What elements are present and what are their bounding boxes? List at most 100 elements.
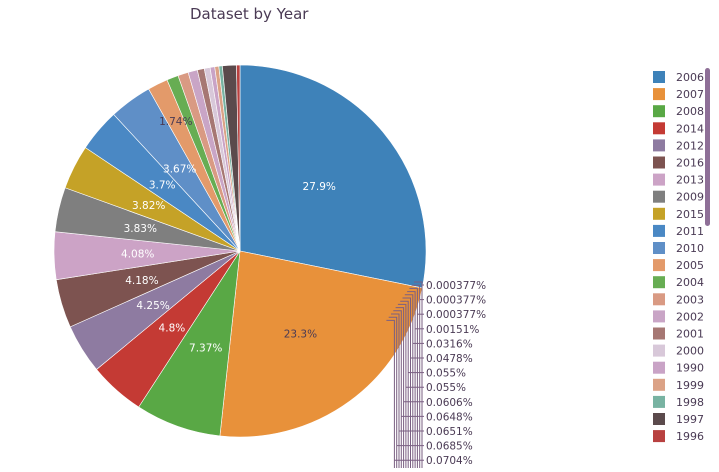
- legend-swatch: [653, 173, 665, 186]
- legend-label: 2008: [676, 105, 704, 118]
- legend-swatch: [653, 122, 665, 135]
- leader-line: [407, 291, 416, 468]
- legend-item-2006[interactable]: 2006: [653, 71, 704, 84]
- legend-label: 2015: [676, 208, 704, 221]
- legend-swatch: [653, 310, 665, 323]
- legend-label: 2007: [676, 88, 704, 101]
- legend-item-1998[interactable]: 1998: [653, 395, 704, 409]
- pie-slices: [53, 64, 427, 438]
- legend-swatch: [653, 207, 665, 220]
- legend-swatch: [653, 430, 665, 443]
- slice-label-2013: 4.08%: [121, 249, 154, 261]
- legend-item-2003[interactable]: 2003: [653, 293, 704, 306]
- legend-item-1990[interactable]: 1990: [653, 361, 704, 375]
- legend-swatch: [653, 242, 665, 254]
- legend-item-2016[interactable]: 2016: [653, 156, 704, 170]
- legend-swatch: [653, 327, 665, 340]
- legend-label: 2002: [676, 310, 704, 323]
- slice-label-2007: 23.3%: [284, 329, 317, 341]
- slice-label-2012: 4.25%: [136, 300, 169, 312]
- legend-swatch: [653, 276, 665, 289]
- legend-label: 1990: [676, 362, 704, 375]
- legend-swatch: [653, 71, 665, 83]
- legend-item-1997[interactable]: 1997: [653, 413, 704, 426]
- slice-label-2016: 4.18%: [125, 275, 158, 287]
- chart-title: Dataset by Year: [190, 5, 309, 23]
- legend[interactable]: 2006 2007 2008 2014 2012 2016 2013 2009 2015 2011…: [653, 71, 704, 443]
- legend-item-2004[interactable]: 2004: [653, 276, 704, 289]
- outside-label: 0.055%: [426, 368, 466, 380]
- slice-label-2009: 3.83%: [124, 223, 157, 235]
- slice-label-2014: 4.8%: [159, 322, 186, 334]
- legend-swatch: [653, 259, 665, 272]
- outside-label: 0.0651%: [426, 426, 473, 438]
- pie-slice-2006[interactable]: [239, 64, 427, 289]
- outside-label: 0.0648%: [426, 411, 473, 423]
- leader-line: [397, 303, 407, 468]
- slice-label-2008: 7.37%: [189, 342, 222, 354]
- leader-line: [404, 294, 414, 468]
- legend-label: 2014: [676, 122, 704, 135]
- pie-slice-1996[interactable]: [236, 64, 241, 252]
- legend-label: 2004: [676, 276, 704, 289]
- legend-label: 2005: [676, 259, 704, 272]
- legend-label: 2013: [676, 174, 704, 187]
- legend-item-2013[interactable]: 2013: [653, 173, 704, 187]
- legend-swatch: [653, 413, 665, 425]
- slice-label-2005: 1.74%: [159, 116, 192, 128]
- leader-line: [395, 307, 405, 468]
- outside-label: 0.0685%: [426, 441, 473, 453]
- outside-label: 0.0606%: [426, 397, 473, 409]
- leader-line: [402, 297, 411, 468]
- legend-label: 2006: [676, 71, 704, 84]
- leader-line: [386, 319, 395, 468]
- legend-item-2010[interactable]: 2010: [653, 242, 704, 255]
- pie-slice-2007[interactable]: [219, 250, 423, 438]
- outside-label: 0.0316%: [426, 338, 473, 350]
- legend-swatch: [653, 88, 665, 101]
- legend-item-2015[interactable]: 2015: [653, 207, 704, 221]
- legend-label: 2000: [676, 345, 704, 358]
- legend-swatch: [653, 293, 665, 306]
- legend-item-2009[interactable]: 2009: [653, 190, 704, 204]
- legend-item-2012[interactable]: 2012: [653, 139, 704, 152]
- legend-swatch: [653, 224, 665, 237]
- legend-swatch: [653, 190, 665, 203]
- legend-item-1996[interactable]: 1996: [653, 430, 704, 443]
- leader-line: [388, 316, 398, 468]
- legend-item-2008[interactable]: 2008: [653, 105, 704, 118]
- legend-swatch: [653, 378, 665, 391]
- legend-item-2014[interactable]: 2014: [653, 122, 704, 135]
- legend-swatch: [653, 105, 665, 118]
- legend-swatch: [653, 156, 665, 169]
- legend-item-2007[interactable]: 2007: [653, 88, 704, 101]
- leader-line: [409, 287, 418, 468]
- legend-label: 2003: [676, 293, 704, 306]
- leader-line: [393, 310, 402, 468]
- legend-item-2005[interactable]: 2005: [653, 259, 704, 272]
- outside-label: 0.00151%: [426, 324, 479, 336]
- legend-item-2000[interactable]: 2000: [653, 344, 704, 358]
- legend-label: 2011: [676, 225, 704, 238]
- legend-item-1999[interactable]: 1999: [653, 378, 704, 392]
- legend-swatch: [653, 361, 665, 374]
- legend-scrollbar[interactable]: [705, 68, 710, 226]
- legend-label: 1999: [676, 379, 704, 392]
- outside-label: 0.000377%: [426, 309, 486, 321]
- outside-label: 0.000377%: [426, 280, 486, 292]
- outside-label: 0.000377%: [426, 295, 486, 307]
- slice-label-2006: 27.9%: [303, 181, 336, 193]
- outside-label: 0.0704%: [426, 455, 473, 467]
- legend-item-2002[interactable]: 2002: [653, 310, 704, 323]
- legend-item-2011[interactable]: 2011: [653, 224, 704, 238]
- leader-line: [414, 281, 423, 468]
- legend-label: 2016: [676, 157, 704, 170]
- legend-item-2001[interactable]: 2001: [653, 327, 704, 341]
- leader-line: [391, 313, 400, 468]
- pie-slice-labels: 27.9% 23.3% 7.37%4.8% 4.25% 4.18% 4.08% 3.83% 3…: [121, 116, 336, 354]
- legend-label: 1998: [676, 396, 704, 409]
- leader-lines: [386, 281, 424, 468]
- legend-swatch: [653, 139, 665, 152]
- leader-line: [400, 300, 409, 468]
